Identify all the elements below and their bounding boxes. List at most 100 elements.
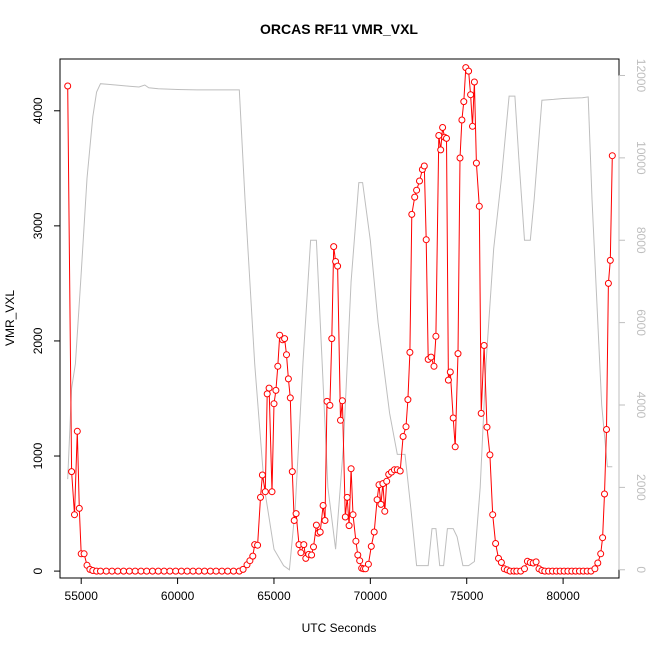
vmr-point (68, 468, 76, 476)
vmr-point (183, 567, 191, 575)
vmr-point (367, 542, 375, 550)
vmr-point (399, 433, 407, 440)
vmr-point (300, 541, 308, 549)
y2-tick-label: 8000 (634, 227, 648, 254)
vmr-point (454, 350, 462, 358)
chart-title: ORCAS RF11 VMR_VXL (260, 21, 418, 37)
vmr-point (108, 567, 116, 575)
vmr-point (597, 550, 605, 558)
vmr-point (312, 521, 320, 529)
y-axis-left: 0 1000 2000 3000 4000 (31, 97, 61, 574)
vmr-point (489, 511, 497, 519)
vmr-point (321, 517, 329, 524)
vmr-point (603, 426, 610, 433)
vmr-point (166, 567, 174, 575)
y-tick-label: 4000 (31, 97, 45, 124)
vmr-point (326, 401, 334, 409)
vmr-point (97, 567, 104, 575)
x-axis-label: UTC Seconds (302, 621, 377, 635)
vmr-point (338, 397, 346, 405)
y-tick-label: 1000 (31, 442, 45, 469)
y2-tick-label: 0 (634, 566, 648, 573)
vmr-point (404, 396, 412, 404)
y2-tick-label: 4000 (634, 392, 648, 419)
vmr-point (408, 210, 416, 218)
y-axis-label: VMR_VXL (3, 290, 17, 346)
vmr-point (131, 567, 139, 575)
y-tick-label: 2000 (31, 327, 45, 354)
vmr-point (189, 567, 197, 575)
vmr-point (75, 504, 83, 512)
vmr-point (172, 567, 180, 575)
vmr-point (420, 162, 428, 170)
vmr-point (599, 534, 607, 542)
vmr-point (249, 552, 257, 560)
vmr-point (347, 465, 355, 473)
vmr-point (416, 177, 423, 185)
vmr-point (143, 567, 151, 575)
vmr-point (370, 528, 378, 536)
vmr-point (383, 477, 391, 485)
vmr-point (458, 116, 466, 124)
vmr-point (337, 416, 344, 424)
y-tick-label: 0 (31, 567, 45, 574)
vmr-point (444, 376, 452, 384)
vmr-point (286, 394, 294, 402)
vmr-series-group (64, 64, 616, 575)
vmr-point (281, 335, 289, 343)
vmr-point (292, 510, 300, 518)
vmr-point (334, 262, 342, 270)
vmr-point (381, 507, 389, 515)
vmr-point (239, 565, 247, 573)
vmr-point (149, 567, 156, 575)
vmr-point (608, 152, 616, 160)
vmr-point (80, 550, 88, 558)
x-tick-label: 65000 (257, 589, 291, 603)
vmr-point (64, 82, 72, 90)
y-tick-label: 3000 (31, 212, 45, 239)
vmr-point (345, 522, 353, 530)
vmr-point (137, 567, 145, 575)
vmr-point (532, 558, 540, 566)
vmr-point (349, 511, 357, 519)
vmr-point (413, 186, 421, 194)
vmr-point (268, 488, 276, 496)
vmr-point (201, 567, 209, 575)
vmr-point (297, 549, 305, 557)
vmr-point (467, 91, 475, 99)
vmr-point (396, 467, 404, 475)
vmr-point (469, 122, 476, 130)
vmr-point (265, 384, 273, 392)
vmr-point (604, 279, 612, 287)
y2-tick-label: 12000 (634, 59, 648, 93)
vmr-point (258, 471, 266, 479)
vmr-point (125, 567, 133, 575)
vmr-point (472, 159, 480, 167)
vmr-point (261, 488, 269, 496)
vmr-point (402, 423, 410, 431)
vmr-point (470, 78, 478, 86)
vmr-point (308, 551, 316, 559)
vmr-point (284, 375, 292, 383)
vmr-point (283, 351, 290, 359)
vmr-point (422, 236, 430, 244)
altitude-series-group (67, 83, 613, 571)
vmr-point (486, 451, 494, 459)
vmr-point (437, 146, 445, 154)
vmr-point (195, 567, 203, 575)
vmr-point (406, 348, 414, 356)
vmr-point (206, 567, 214, 575)
vmr-point (460, 98, 468, 106)
x-tick-label: 75000 (450, 589, 484, 603)
y2-tick-label: 6000 (634, 309, 648, 336)
vmr-point (449, 414, 457, 422)
vmr-point (411, 193, 419, 201)
vmr-point (521, 565, 528, 573)
vmr-point (492, 540, 500, 547)
vmr-point (591, 565, 599, 573)
x-axis: 55000 60000 65000 70000 75000 80000 (65, 577, 580, 603)
vmr-point (601, 490, 608, 498)
vmr-point (456, 154, 464, 162)
vmr-point (443, 134, 450, 142)
